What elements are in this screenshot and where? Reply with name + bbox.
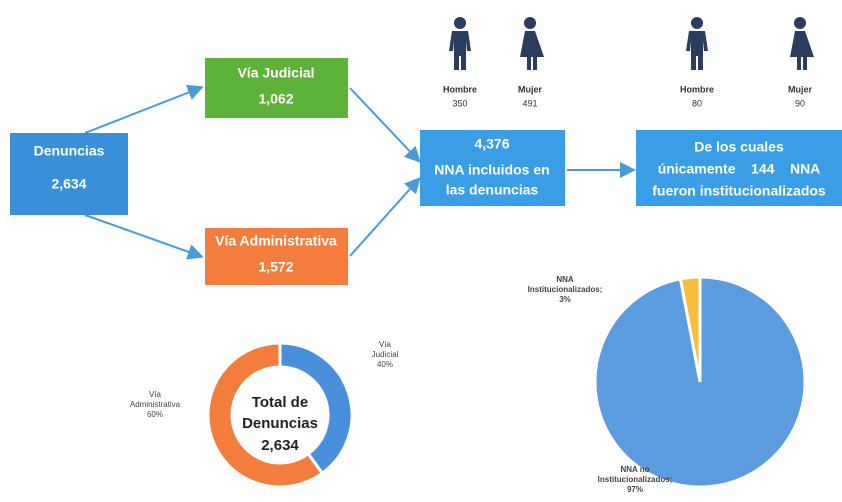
node-line: fueron institucionalizados	[652, 183, 826, 199]
node-line: únicamente 144 NNA	[658, 161, 821, 177]
slice-label: NNA Institucionalizados;	[528, 275, 603, 294]
donut-center: 2,634	[261, 437, 299, 454]
slice-value: 60%	[147, 410, 163, 419]
node-line: De los cuales	[694, 139, 784, 155]
administrativa-box	[205, 228, 348, 285]
donut-segment	[206, 341, 325, 489]
institucionalizados-box	[636, 130, 842, 206]
node-label: Vía Judicial	[237, 65, 314, 81]
pie-slice	[593, 275, 807, 489]
slice-label: Vía Administrativa	[130, 390, 181, 409]
node-line: las denuncias	[446, 182, 539, 198]
figure-label: Hombre	[443, 84, 477, 94]
figure-label: Mujer	[518, 84, 543, 94]
figure-label: Hombre	[680, 84, 714, 94]
donut-center: Denuncias	[242, 415, 318, 432]
slice-value: 40%	[377, 360, 393, 369]
figure-label: Mujer	[788, 84, 813, 94]
donut-center: Total de	[252, 394, 308, 411]
node-value: 4,376	[474, 136, 509, 152]
slice-label: Vía Judicial	[372, 340, 399, 359]
judicial-box	[205, 58, 348, 118]
node-line: NNA incluidos en	[434, 162, 549, 178]
node-label: Denuncias	[34, 143, 105, 159]
donut-segment	[278, 341, 354, 476]
slice-label: NNA no Institucionalizados;	[598, 465, 673, 484]
denuncias-box	[10, 133, 128, 215]
slice-value: 97%	[627, 485, 643, 494]
man-icon	[449, 17, 471, 70]
woman-icon	[520, 17, 544, 70]
incluidos-box	[420, 130, 565, 206]
figure-value: 90	[795, 98, 805, 108]
figure-value: 350	[452, 98, 467, 108]
arrows	[84, 84, 636, 260]
man-icon	[686, 17, 708, 70]
node-value: 1,572	[258, 259, 293, 275]
figure-value: 80	[692, 98, 702, 108]
node-label: Vía Administrativa	[215, 233, 337, 249]
node-value: 1,062	[258, 91, 293, 107]
node-value: 2,634	[51, 176, 86, 192]
figure-value: 491	[522, 98, 537, 108]
woman-icon	[790, 17, 814, 70]
slice-value: 3%	[559, 295, 571, 304]
